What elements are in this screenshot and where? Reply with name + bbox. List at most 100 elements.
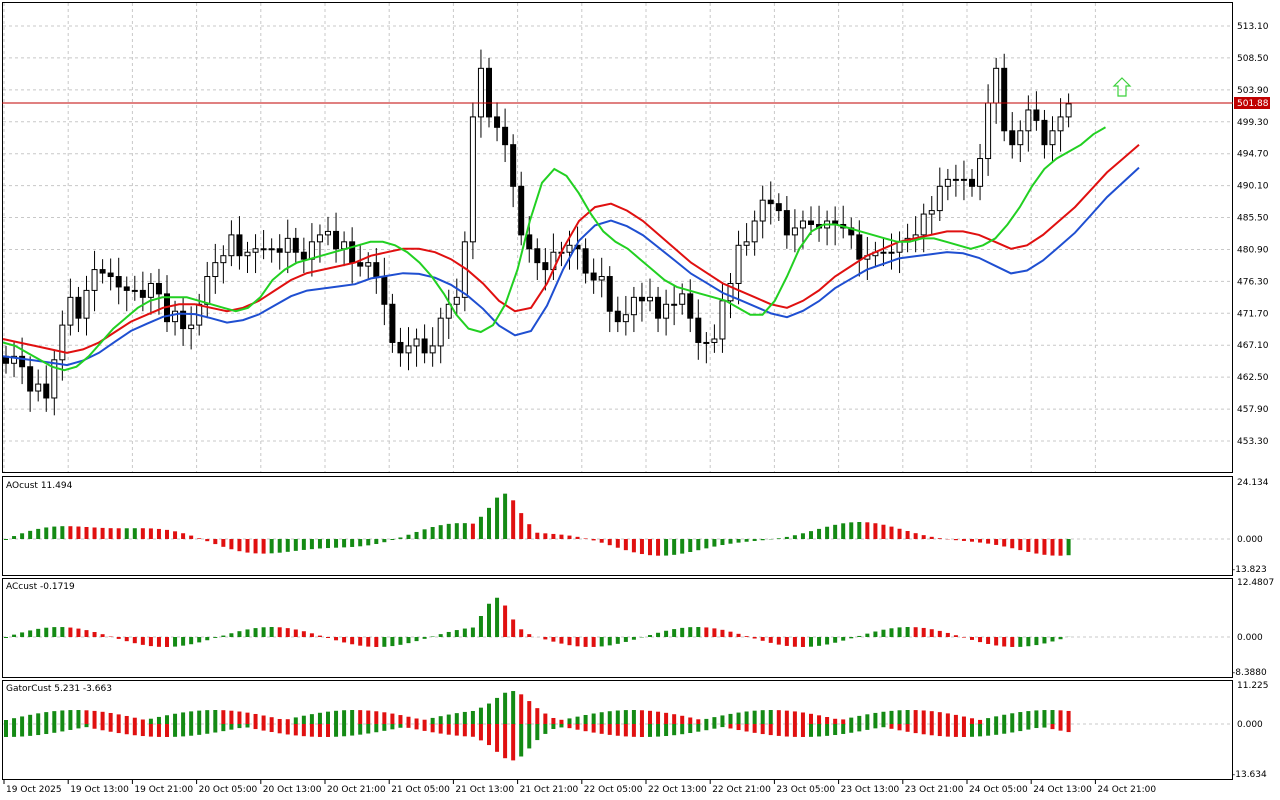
ac-histogram (4, 597, 1071, 647)
histogram-bar (495, 724, 500, 752)
histogram-bar (36, 713, 41, 724)
histogram-bar (881, 524, 886, 539)
histogram-bar (189, 711, 194, 724)
candle (1041, 109, 1048, 159)
histogram-bar (929, 711, 934, 724)
histogram-bar (173, 713, 178, 724)
ac-tick-zero: 0.000 (1237, 633, 1263, 643)
histogram-bar (414, 724, 419, 730)
candle (590, 258, 597, 294)
time-tick-label: 23 Oct 13:00 (841, 785, 900, 795)
histogram-bar (285, 539, 290, 552)
ac-pane[interactable]: ACcust -0.1719 12.4807 0.000 -8.3880 (2, 578, 1275, 678)
price-tick-label: 462.50 (1237, 373, 1269, 383)
histogram-bar (664, 539, 669, 556)
price-tick-label: 453.30 (1237, 437, 1269, 447)
candle (647, 278, 653, 312)
candle (276, 234, 283, 270)
candle (413, 328, 420, 367)
histogram-bar (470, 523, 475, 539)
histogram-bar (712, 628, 717, 637)
histogram-bar (639, 539, 644, 555)
histogram-bar (744, 636, 749, 637)
histogram-bar (511, 619, 516, 637)
histogram-bar (817, 637, 822, 646)
histogram-bar (12, 536, 17, 539)
histogram-bar (736, 633, 741, 637)
candle (228, 220, 235, 267)
histogram-bar (495, 597, 500, 637)
histogram-bar (881, 629, 886, 637)
histogram-bar (535, 724, 540, 741)
current-price-badge (1234, 97, 1270, 109)
candle (1065, 93, 1072, 128)
histogram-bar (631, 637, 636, 640)
price-tick-label: 490.10 (1237, 182, 1269, 192)
histogram-bar (197, 637, 202, 643)
candle (1017, 120, 1024, 163)
candle (461, 231, 468, 312)
time-tick-label: 21 Oct 13:00 (455, 785, 514, 795)
histogram-bar (245, 629, 250, 637)
histogram-bar (648, 539, 652, 556)
histogram-bar (1042, 724, 1047, 728)
histogram-bar (664, 630, 669, 637)
histogram-bar (462, 628, 467, 637)
histogram-bar (470, 724, 475, 737)
gator-pane[interactable]: GatorCust 5.231 -3.663 11.225 0.000 -13.… (2, 680, 1269, 781)
candle (453, 278, 460, 315)
candle (614, 296, 621, 333)
histogram-bar (760, 539, 765, 541)
histogram-bar (639, 724, 644, 737)
histogram-bar (390, 713, 395, 724)
candle (405, 327, 412, 371)
histogram-bar (28, 714, 33, 724)
histogram-bar (342, 710, 347, 724)
candle (429, 327, 436, 367)
candle (172, 300, 179, 336)
histogram-bar (334, 637, 339, 641)
histogram-bar (140, 724, 145, 737)
histogram-bar (1018, 724, 1023, 732)
histogram-bar (873, 523, 878, 539)
histogram-bar (140, 637, 145, 645)
histogram-bar (1066, 724, 1071, 733)
histogram-bar (929, 536, 934, 539)
histogram-bar (358, 539, 363, 547)
candle (252, 234, 259, 274)
time-tick-label: 20 Oct 21:00 (327, 785, 386, 795)
histogram-bar (293, 539, 298, 551)
histogram-bar (551, 637, 556, 642)
candle (494, 102, 501, 142)
histogram-bar (44, 724, 49, 735)
histogram-bar (970, 718, 974, 724)
histogram-bar (696, 539, 701, 551)
histogram-bar (342, 724, 347, 737)
histogram-bar (1010, 637, 1015, 647)
histogram-bar (591, 713, 596, 724)
histogram-bar (1050, 724, 1055, 730)
histogram-bar (124, 715, 129, 724)
histogram-bar (800, 724, 805, 737)
histogram-bar (398, 715, 403, 724)
histogram-bar (12, 634, 17, 637)
price-pane-frame (2, 2, 1233, 473)
histogram-bar (52, 711, 57, 724)
candle (284, 219, 291, 274)
time-tick-label: 19 Oct 21:00 (134, 785, 193, 795)
histogram-bar (350, 539, 355, 547)
ao-histogram (4, 493, 1071, 556)
histogram-bar (430, 717, 435, 724)
histogram-bar (495, 697, 500, 724)
histogram-bar (269, 724, 274, 733)
histogram-bar (559, 724, 564, 728)
histogram-bar (921, 535, 926, 539)
histogram-bar (953, 635, 958, 637)
histogram-bar (374, 539, 379, 545)
candle (1025, 95, 1032, 152)
price-pane[interactable]: 513.10 508.50 503.90 499.30 494.70 490.10 485.… (2, 2, 1270, 473)
ao-title: AOcust 11.494 (6, 481, 73, 491)
ao-pane[interactable]: AOcust 11.494 24.134 0.000 -13.823 (2, 476, 1269, 576)
histogram-bar (648, 635, 652, 637)
